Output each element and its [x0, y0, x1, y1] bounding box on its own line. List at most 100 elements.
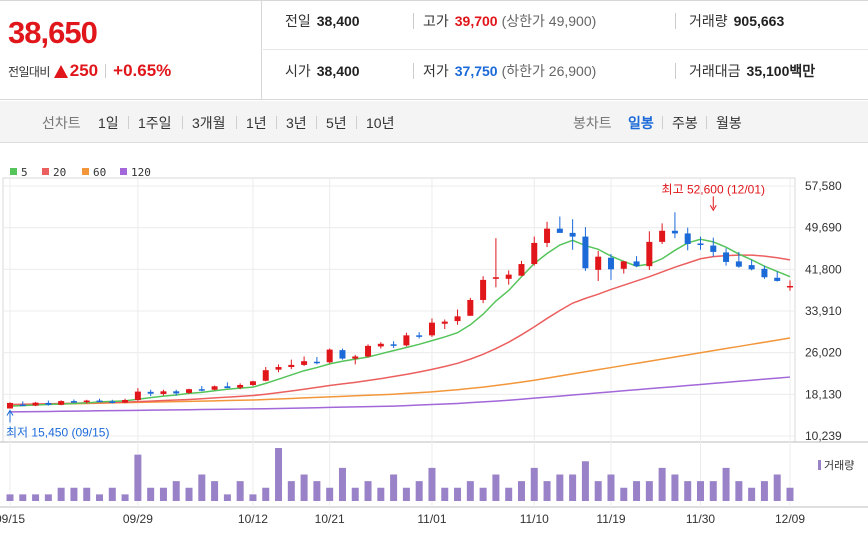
candle-body [735, 261, 742, 267]
volume-bar [249, 494, 257, 501]
volume-bar [338, 467, 346, 501]
divider [413, 13, 414, 29]
period-tab-3m[interactable]: 3개월 [192, 115, 226, 131]
x-tick-label: 11/10 [520, 512, 549, 526]
volume-bar [773, 474, 781, 501]
volume-bar [185, 487, 193, 501]
divider [413, 63, 414, 79]
change-amount: 250 [69, 61, 99, 80]
volume-bar [633, 481, 641, 501]
stat-open: 시가 38,400 [285, 51, 360, 100]
volume-bar [57, 487, 65, 501]
candle-body [518, 264, 525, 276]
candle-body [544, 228, 551, 243]
candle-tab-daily[interactable]: 일봉 [628, 115, 654, 131]
change-label: 전일대비 [8, 64, 50, 79]
candle-body [339, 350, 346, 359]
stat-value: 905,663 [733, 13, 785, 29]
period-tab-1y[interactable]: 1년 [246, 115, 267, 131]
candle-body [249, 381, 256, 385]
candle-body [58, 401, 65, 405]
candle-tab-weekly[interactable]: 주봉 [672, 115, 698, 131]
volume-bar [32, 494, 40, 501]
candle-body [7, 402, 13, 409]
candle-body [428, 322, 435, 336]
stat-value: 39,700 [454, 13, 498, 29]
volume-bar [415, 481, 423, 501]
stat-label: 거래량 [689, 13, 728, 29]
candle-body [288, 364, 295, 368]
period-tab-3y[interactable]: 3년 [286, 115, 307, 131]
volume-bar [211, 481, 219, 501]
x-tick-label: 09/15 [0, 512, 25, 526]
period-tab-1w[interactable]: 1주일 [138, 115, 172, 131]
candle-body [569, 232, 576, 237]
candle-body [160, 391, 167, 394]
candle-body [787, 285, 793, 288]
volume-bar [326, 487, 334, 501]
divider [675, 13, 676, 29]
stat-unit: 백만 [789, 63, 816, 79]
candle-body [326, 349, 333, 363]
candle-body [646, 241, 653, 267]
candle-body [556, 228, 563, 233]
volume-bar [517, 481, 525, 501]
candle-body [134, 391, 141, 401]
volume-bar [709, 481, 717, 501]
candle-body [710, 245, 717, 252]
candle-body [32, 402, 39, 406]
period-tab-1d[interactable]: 1일 [98, 115, 119, 131]
divider [128, 116, 129, 129]
y-tick-label: 41,800 [805, 262, 842, 276]
candle-body [505, 274, 512, 279]
divider [105, 64, 107, 78]
divider [316, 116, 317, 129]
low-arrow-head [6, 409, 14, 416]
volume-bar [108, 487, 116, 501]
legend-swatch [42, 168, 49, 175]
period-tab-5y[interactable]: 5년 [326, 115, 347, 131]
change-percent: +0.65% [113, 61, 172, 80]
candle-body [262, 370, 269, 381]
period-tab-10y[interactable]: 10년 [366, 115, 395, 131]
stats-row-1: 전일 38,400 고가 39,700 (상한가 49,900) 거래량 905,663 [263, 1, 868, 50]
candle-body [582, 236, 589, 269]
price-change: 전일대비 250 +0.65% [8, 61, 171, 81]
lower-limit: (하한가 26,900) [501, 63, 597, 79]
stat-value: 38,400 [316, 63, 360, 79]
divider [706, 116, 707, 129]
volume-bar [262, 487, 270, 501]
candle-body [19, 404, 26, 407]
volume-bar [658, 467, 666, 501]
candle-body [109, 401, 116, 403]
volume-bar [313, 481, 321, 501]
stat-volume: 거래량 905,663 [689, 1, 784, 50]
divider [236, 116, 237, 129]
ma120-line [9, 376, 791, 413]
candle-body [390, 344, 397, 346]
volume-bar [505, 487, 513, 501]
y-tick-label: 26,020 [805, 346, 842, 360]
candle-body [633, 261, 640, 267]
candle-body [467, 299, 474, 316]
candle-tab-monthly[interactable]: 월봉 [716, 115, 742, 131]
volume-bar [70, 487, 78, 501]
volume-bar [223, 494, 231, 501]
stat-low: 저가 37,750 (하한가 26,900) [423, 51, 596, 100]
candle-body [480, 279, 487, 300]
candle-body [403, 335, 410, 346]
volume-bar [172, 481, 180, 501]
legend-swatch [120, 168, 127, 175]
candle-body [173, 391, 180, 394]
volume-bar [760, 481, 768, 501]
stat-label: 시가 [285, 63, 311, 79]
candle-body [211, 386, 218, 390]
legend-label: 120 [131, 166, 151, 179]
volume-bar [492, 474, 500, 501]
ma5-line [9, 238, 791, 407]
candle-body [365, 345, 372, 357]
volume-bar [607, 474, 615, 501]
stat-trade-value: 거래대금 35,100백만 [689, 51, 815, 100]
volume-bar [96, 494, 104, 501]
stats-row-2: 시가 38,400 저가 37,750 (하한가 26,900) 거래대금 35,100… [263, 51, 868, 100]
